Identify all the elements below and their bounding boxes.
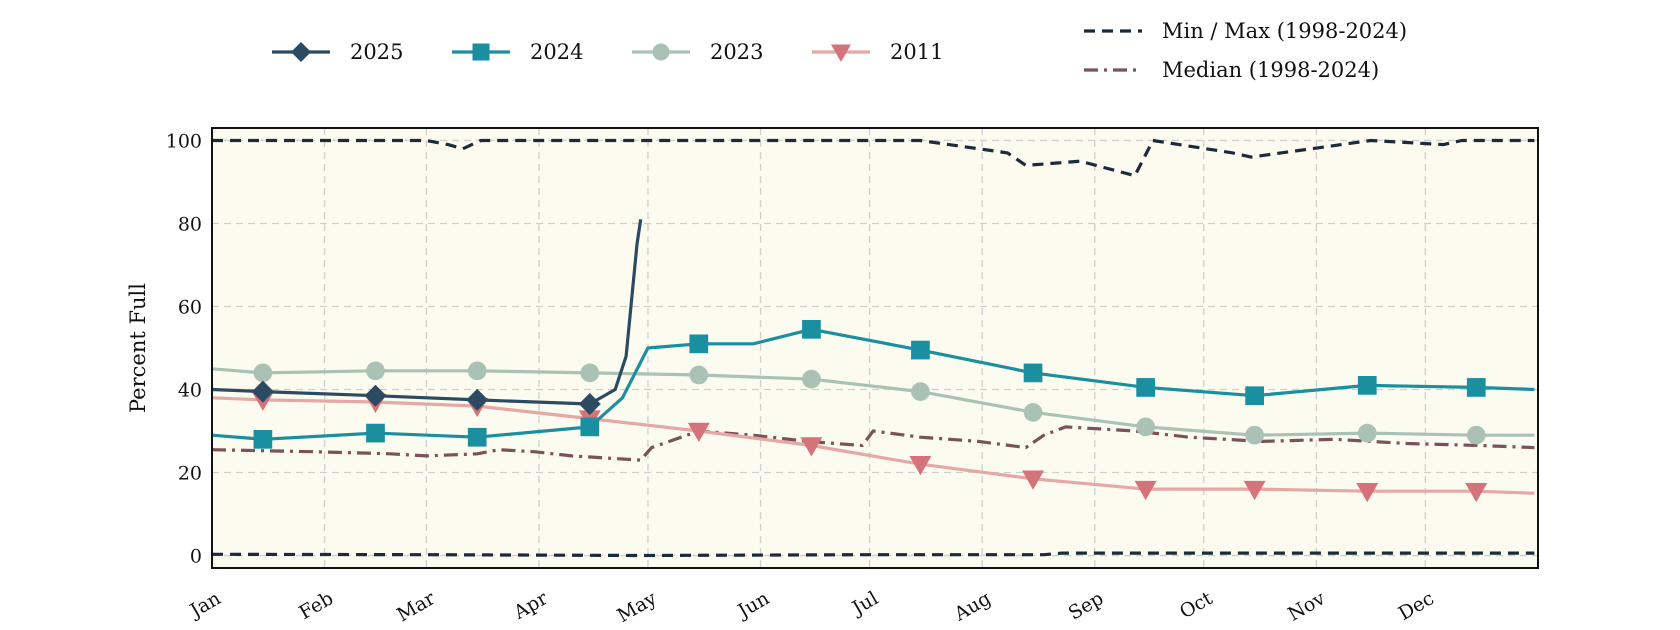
x-tick-label: Mar bbox=[393, 587, 439, 626]
data-point bbox=[1022, 470, 1045, 490]
legend-entry: 2011 bbox=[812, 40, 943, 64]
data-point bbox=[1136, 378, 1155, 397]
data-point bbox=[802, 319, 821, 339]
data-point bbox=[909, 455, 932, 476]
series-line bbox=[211, 425, 1535, 462]
data-point bbox=[1465, 482, 1488, 503]
y-tick-label: 20 bbox=[178, 463, 202, 485]
data-point bbox=[253, 429, 273, 449]
x-tick-label: Nov bbox=[1284, 587, 1329, 626]
series-line bbox=[212, 138, 1535, 178]
y-axis-label: Percent Full bbox=[126, 283, 150, 413]
series-2024 bbox=[211, 319, 1535, 449]
x-tick-label: Jun bbox=[733, 587, 774, 623]
data-point bbox=[911, 382, 930, 401]
data-point bbox=[466, 388, 489, 411]
series-min-max-1998-2024 bbox=[211, 138, 1535, 558]
x-tick-label: Aug bbox=[950, 587, 995, 626]
data-point bbox=[467, 361, 487, 381]
series-2023 bbox=[211, 361, 1535, 445]
y-tick-label: 80 bbox=[178, 213, 202, 235]
data-point bbox=[800, 437, 823, 457]
data-point bbox=[1136, 417, 1155, 437]
x-tick-label: Feb bbox=[295, 587, 337, 624]
legend-marker bbox=[472, 43, 490, 61]
legend-label: 2011 bbox=[890, 40, 943, 64]
data-point bbox=[251, 380, 274, 403]
x-tick-label: Dec bbox=[1395, 587, 1438, 625]
legend-entry: 2025 bbox=[272, 40, 403, 64]
data-point bbox=[687, 422, 710, 443]
data-point bbox=[689, 334, 709, 354]
data-point bbox=[467, 427, 487, 447]
data-point bbox=[1023, 363, 1043, 383]
data-point bbox=[689, 365, 709, 385]
data-point bbox=[366, 361, 385, 381]
x-tick-label: May bbox=[613, 587, 660, 627]
x-tick-label: Jul bbox=[847, 587, 882, 620]
legend-label: Min / Max (1998-2024) bbox=[1162, 19, 1407, 43]
legend-marker bbox=[291, 42, 311, 62]
grid-lines bbox=[212, 128, 1538, 568]
data-point bbox=[580, 417, 600, 437]
legend: 2025 2024 2023 2011 Min / Max (1998-2024) Med… bbox=[272, 19, 1407, 82]
legend-entry: Median (1998-2024) bbox=[1084, 58, 1379, 82]
x-tick-label: Oct bbox=[1176, 587, 1217, 623]
data-point bbox=[1245, 386, 1264, 406]
data-point bbox=[911, 340, 930, 360]
legend-label: 2025 bbox=[350, 40, 403, 64]
data-point bbox=[1243, 480, 1266, 501]
y-tick-label: 0 bbox=[190, 546, 202, 568]
data-point bbox=[1357, 376, 1377, 395]
data-point bbox=[1245, 425, 1264, 445]
series-median-1998-2024 bbox=[211, 425, 1535, 462]
data-point bbox=[253, 363, 273, 383]
series-layer bbox=[211, 138, 1535, 558]
series-line bbox=[211, 327, 1535, 441]
data-point bbox=[802, 369, 821, 389]
data-point bbox=[580, 363, 600, 383]
legend-entry: 2024 bbox=[452, 40, 583, 64]
series-line bbox=[211, 367, 1535, 437]
legend-entry: 2023 bbox=[632, 40, 763, 64]
y-tick-label: 100 bbox=[166, 130, 202, 152]
series-2025 bbox=[211, 219, 643, 416]
data-point bbox=[1134, 480, 1157, 501]
plot-frame bbox=[211, 127, 1539, 569]
legend-marker bbox=[831, 44, 851, 62]
y-tick-label: 40 bbox=[178, 380, 202, 402]
y-tick-label: 60 bbox=[178, 296, 202, 318]
x-tick-label: Apr bbox=[509, 587, 552, 624]
data-point bbox=[1023, 402, 1043, 422]
legend-label: 2024 bbox=[530, 40, 583, 64]
series-line bbox=[211, 396, 1535, 495]
data-point bbox=[1466, 378, 1486, 397]
data-point bbox=[364, 384, 387, 407]
plot-area bbox=[212, 128, 1538, 568]
data-point bbox=[1356, 482, 1379, 503]
legend-label: 2023 bbox=[710, 40, 763, 64]
data-point bbox=[1466, 425, 1486, 445]
series-line-min bbox=[211, 551, 1535, 558]
legend-label: Median (1998-2024) bbox=[1162, 58, 1379, 82]
legend-entry: Min / Max (1998-2024) bbox=[1084, 19, 1407, 43]
x-tick-label: Jan bbox=[185, 587, 225, 623]
x-tick-label: Sep bbox=[1065, 587, 1108, 624]
data-point bbox=[1357, 423, 1377, 443]
data-point bbox=[366, 423, 385, 443]
data-point bbox=[578, 393, 601, 416]
legend-marker bbox=[652, 43, 670, 61]
